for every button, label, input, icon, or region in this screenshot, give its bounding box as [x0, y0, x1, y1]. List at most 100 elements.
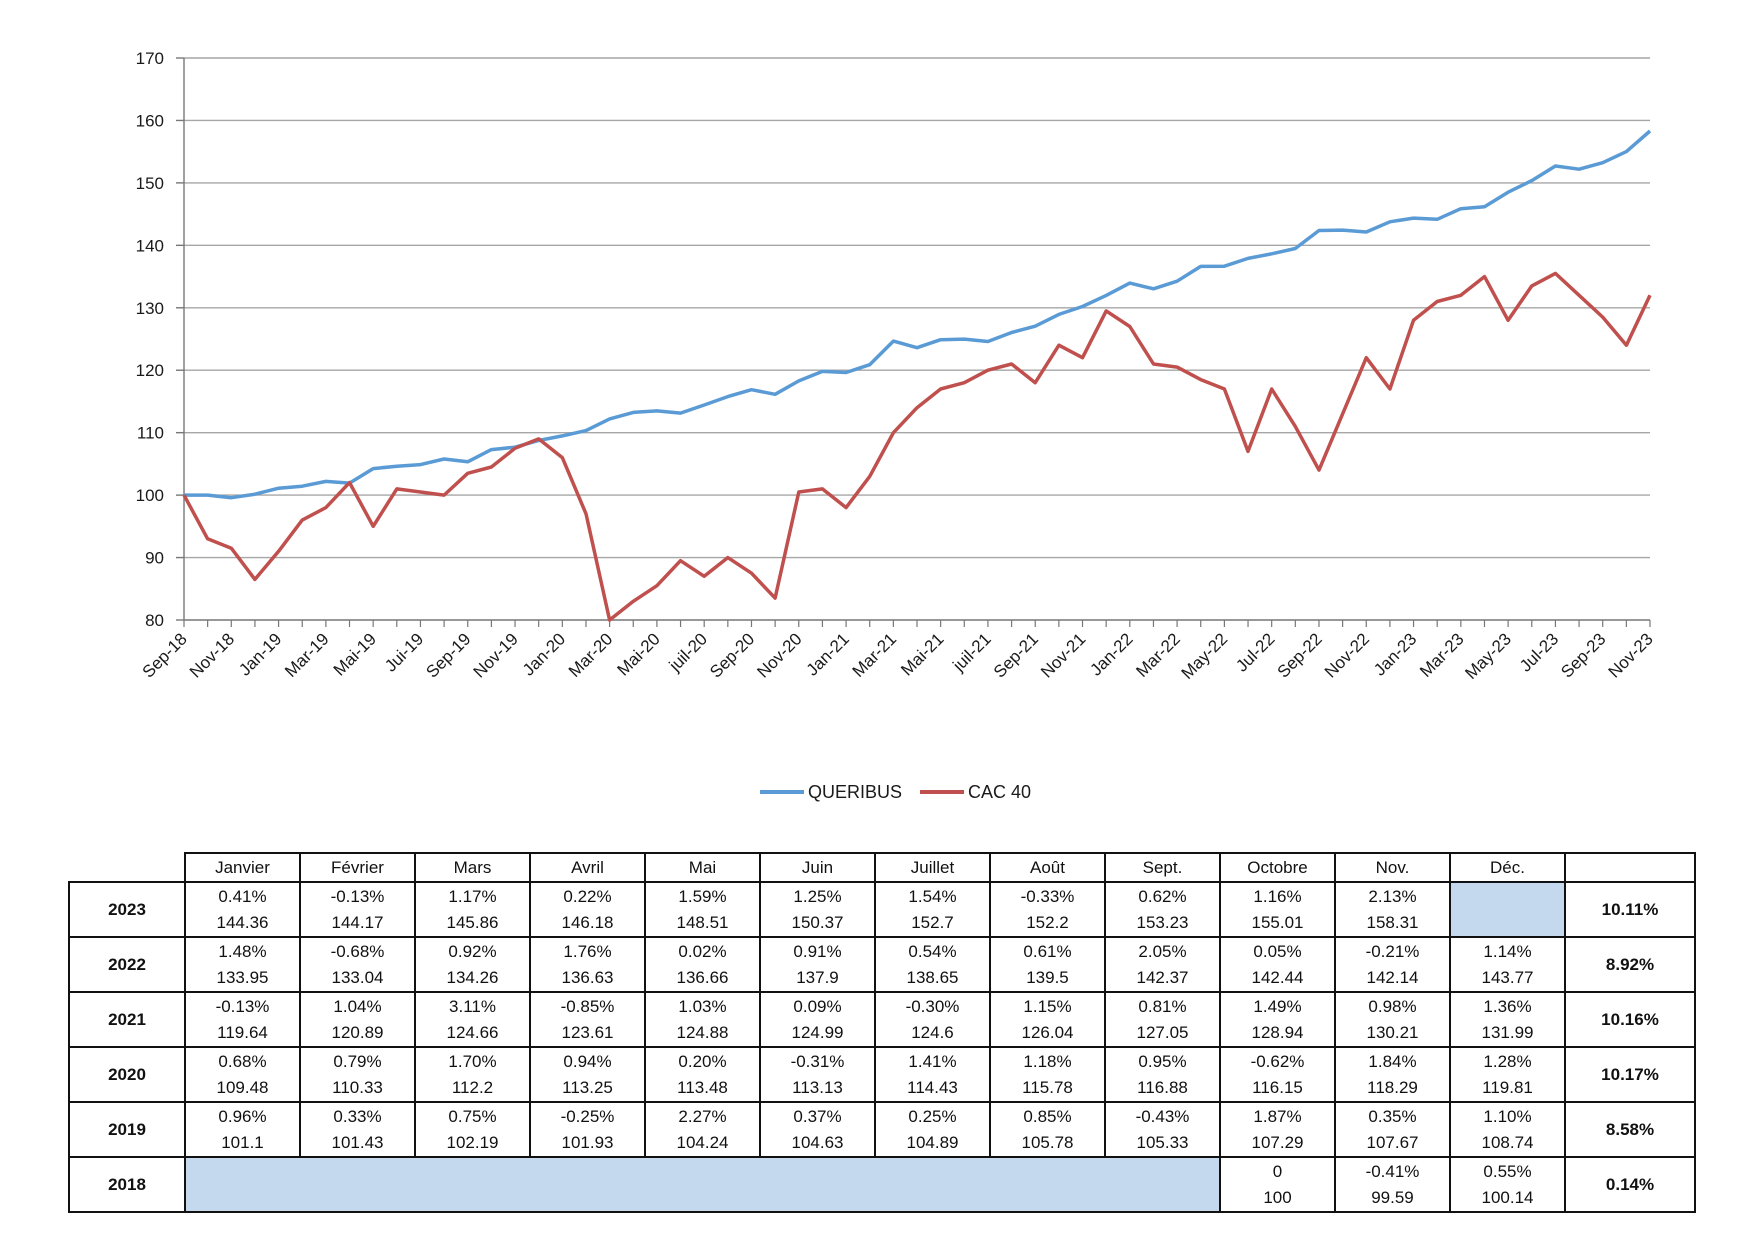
index-value: 105.33	[1136, 1132, 1189, 1152]
x-tick-label: Mar-20	[565, 629, 617, 681]
x-tick-label: Sep-19	[422, 629, 474, 681]
month-cell: -0.41% 99.59	[1334, 1156, 1451, 1213]
monthly-return: -0.13%	[215, 996, 270, 1016]
x-tick-label: Sep-22	[1274, 629, 1326, 681]
month-cell: 0.22% 146.18	[529, 881, 646, 938]
x-tick-label: Sep-18	[139, 629, 191, 681]
monthly-return: 1.16%	[1253, 886, 1302, 906]
y-tick-labels: 80 90 100 110 120 130 140 150 160 170	[136, 49, 164, 630]
month-cell: 0.79% 110.33	[299, 1046, 416, 1103]
y-tick-label: 90	[145, 549, 164, 568]
monthly-return: 0.79%	[333, 1051, 382, 1071]
index-value: 119.64	[217, 1022, 268, 1042]
monthly-return: -0.68%	[330, 941, 385, 961]
month-cell: 1.54% 152.7	[874, 881, 991, 938]
series-line-queribus	[184, 129, 1652, 500]
monthly-return: 2.27%	[678, 1106, 727, 1126]
index-value: 124.99	[791, 1022, 844, 1042]
index-value: 112.2	[451, 1077, 494, 1097]
month-cell: -0.43% 105.33	[1104, 1101, 1221, 1158]
empty-shaded-cell	[1449, 881, 1566, 938]
index-value: 101.93	[561, 1132, 614, 1152]
table-row: 2018 0 100 -0.41% 99.59 0.55% 100.14 0.14%	[68, 1156, 1696, 1213]
month-cell: 0.61% 139.5	[989, 936, 1106, 993]
x-tick-label: Jan-23	[1370, 629, 1420, 679]
month-cell: 0.33% 101.43	[299, 1101, 416, 1158]
monthly-return: 1.28%	[1483, 1051, 1532, 1071]
monthly-return: 1.48%	[218, 941, 267, 961]
annual-total-cell: 8.58%	[1564, 1101, 1696, 1158]
index-value: 142.14	[1366, 967, 1419, 987]
monthly-return: -0.85%	[560, 996, 615, 1016]
monthly-return: 0.35%	[1368, 1106, 1417, 1126]
x-tick-label: Mai-21	[897, 629, 947, 679]
index-value: 133.04	[331, 967, 384, 987]
x-tick-label: juil-20	[665, 629, 711, 675]
x-tick-label: Sep-23	[1557, 629, 1609, 681]
monthly-performance-table: Janvier Février Mars Avril Mai Juin Juillet Aoû…	[68, 852, 1696, 1213]
monthly-return: 0.61%	[1023, 941, 1072, 961]
monthly-return: 0.91%	[793, 941, 842, 961]
monthly-return: 0.05%	[1253, 941, 1302, 961]
monthly-return: 1.87%	[1253, 1106, 1302, 1126]
x-tick-label: May-23	[1461, 629, 1515, 683]
table-row: 2019 0.96% 101.1 0.33% 101.43 0.75% 102.19 -0.2…	[68, 1101, 1696, 1158]
legend-item-queribus: QUERIBUS	[760, 782, 902, 803]
monthly-return: -0.21%	[1365, 941, 1420, 961]
month-cell: 1.14% 143.77	[1449, 936, 1566, 993]
month-header: Nov.	[1334, 852, 1451, 883]
year-cell: 2020	[68, 1046, 186, 1103]
month-cell: 1.16% 155.01	[1219, 881, 1336, 938]
annual-total-cell: 10.17%	[1564, 1046, 1696, 1103]
month-cell: 1.48% 133.95	[184, 936, 301, 993]
month-cell: 0.91% 137.9	[759, 936, 876, 993]
index-value: 118.29	[1367, 1077, 1418, 1097]
month-cell: -0.21% 142.14	[1334, 936, 1451, 993]
month-cell: 2.13% 158.31	[1334, 881, 1451, 938]
total-header	[1564, 852, 1696, 883]
monthly-return: 1.54%	[908, 886, 957, 906]
monthly-return: 2.13%	[1368, 886, 1417, 906]
month-cell: 0.20% 113.48	[644, 1046, 761, 1103]
x-tick-label: Mar-21	[849, 629, 901, 681]
index-value: 113.25	[562, 1077, 613, 1097]
monthly-return: 0.41%	[218, 886, 267, 906]
month-cell: 0.37% 104.63	[759, 1101, 876, 1158]
month-cell: 1.28% 119.81	[1449, 1046, 1566, 1103]
x-tick-label: Jan-19	[235, 629, 285, 679]
index-value: 139.5	[1026, 967, 1069, 987]
month-cell: 1.87% 107.29	[1219, 1101, 1336, 1158]
month-cell: 1.76% 136.63	[529, 936, 646, 993]
x-tick-label: juil-21	[949, 629, 995, 675]
month-header: Janvier	[184, 852, 301, 883]
y-tick-label: 160	[136, 111, 164, 130]
index-value: 113.48	[677, 1077, 728, 1097]
x-tick-label: Nov-18	[186, 629, 238, 681]
monthly-return: 0.95%	[1138, 1051, 1187, 1071]
month-cell: 1.36% 131.99	[1449, 991, 1566, 1048]
table-row: 2021 -0.13% 119.64 1.04% 120.89 3.11% 124.66 -0…	[68, 991, 1696, 1048]
monthly-return: 2.05%	[1138, 941, 1187, 961]
x-tick-label: Mar-23	[1416, 629, 1468, 681]
index-value: 101.1	[221, 1132, 264, 1152]
chart-legend: QUERIBUS CAC 40	[760, 780, 1031, 804]
month-cell: 1.17% 145.86	[414, 881, 531, 938]
index-value: 144.17	[331, 912, 384, 932]
index-value: 152.2	[1026, 912, 1069, 932]
index-value: 142.44	[1251, 967, 1304, 987]
x-tick-label: Jul-23	[1516, 629, 1562, 675]
monthly-return: 0.75%	[448, 1106, 497, 1126]
empty-shaded-cell	[184, 1156, 1221, 1213]
index-value: 124.66	[446, 1022, 499, 1042]
x-tick-label: Jul-22	[1232, 629, 1278, 675]
monthly-return: 1.14%	[1483, 941, 1532, 961]
month-cell: 0.05% 142.44	[1219, 936, 1336, 993]
month-cell: 0.96% 101.1	[184, 1101, 301, 1158]
y-tick-label: 80	[145, 611, 164, 630]
month-cell: 0.75% 102.19	[414, 1101, 531, 1158]
monthly-return: 1.17%	[448, 886, 497, 906]
month-header: Avril	[529, 852, 646, 883]
month-cell: 2.05% 142.37	[1104, 936, 1221, 993]
month-cell: 0.92% 134.26	[414, 936, 531, 993]
